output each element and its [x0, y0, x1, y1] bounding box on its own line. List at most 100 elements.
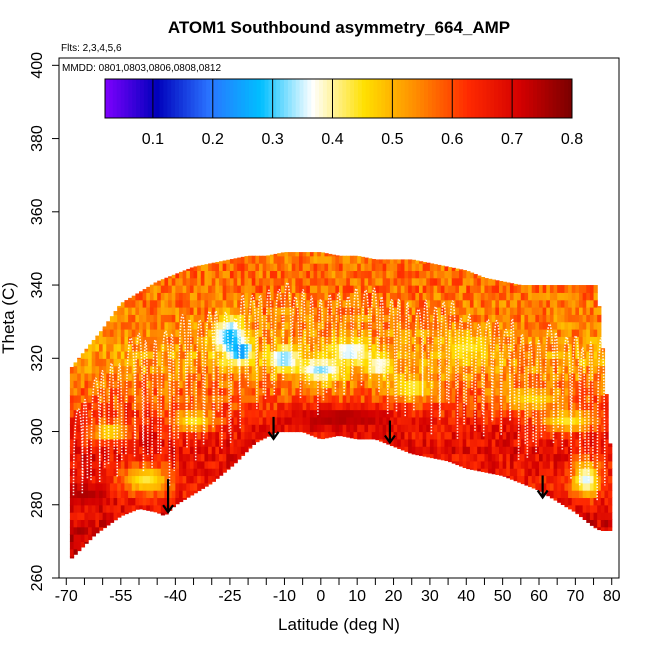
heatmap-cell: [575, 424, 580, 433]
heatmap-cell: [233, 343, 238, 352]
heatmap-cell: [495, 285, 500, 293]
heatmap-cell: [189, 285, 195, 293]
colorbar-segment: [178, 79, 184, 118]
heatmap-cell: [277, 328, 282, 337]
heatmap-cell: [77, 357, 82, 359]
heatmap-cell: [211, 270, 216, 279]
heatmap-cell: [102, 336, 107, 345]
heatmap-cell: [313, 372, 318, 381]
heatmap-cell: [139, 409, 144, 418]
heatmap-cell: [364, 307, 369, 315]
heatmap-cell: [491, 402, 496, 411]
heatmap-cell: [273, 365, 278, 374]
colorbar-tick-label: 0.1: [142, 131, 164, 148]
heatmap-cell: [480, 336, 486, 345]
heatmap-cell: [451, 438, 456, 447]
colorbar-segment: [155, 79, 160, 118]
heatmap-cell: [106, 475, 111, 484]
heatmap-cell: [255, 285, 260, 293]
heatmap-cell: [582, 438, 587, 447]
heatmap-cell: [429, 328, 435, 337]
x-tick-label: -25: [218, 588, 241, 605]
heatmap-cell: [539, 482, 544, 491]
heatmap-cell: [331, 431, 336, 437]
heatmap-cell: [426, 424, 431, 433]
heatmap-cell: [451, 285, 456, 293]
heatmap-cell: [422, 314, 427, 323]
colorbar-segment: [241, 79, 246, 118]
heatmap-cell: [149, 350, 155, 359]
heatmap-cell: [502, 307, 507, 315]
heatmap-cell: [204, 358, 209, 367]
heatmap-cell: [593, 490, 598, 499]
heatmap-cell: [426, 299, 431, 308]
heatmap-cell: [171, 372, 176, 381]
heatmap-cell: [415, 402, 420, 411]
heatmap-cell: [368, 336, 373, 345]
heatmap-cell: [579, 321, 584, 330]
heatmap-cell: [440, 314, 446, 323]
heatmap-cell: [175, 409, 180, 418]
heatmap-cell: [284, 365, 289, 374]
heatmap-cell: [411, 431, 416, 440]
heatmap-cell: [459, 285, 464, 293]
heatmap-cell: [549, 438, 555, 447]
heatmap-cell: [306, 270, 311, 279]
heatmap-cell: [273, 285, 278, 293]
heatmap-cell: [77, 402, 82, 411]
heatmap-cell: [379, 358, 384, 367]
heatmap-cell: [466, 343, 471, 352]
heatmap-cell: [269, 307, 275, 315]
heatmap-cell: [353, 387, 358, 396]
heatmap-cell: [571, 394, 576, 403]
heatmap-cell: [160, 299, 166, 308]
heatmap-cell: [455, 307, 460, 315]
heatmap-cell: [84, 497, 89, 506]
heatmap-cell: [368, 263, 373, 271]
heatmap-cell: [317, 416, 322, 425]
heatmap-cell: [477, 275, 482, 279]
heatmap-cell: [251, 285, 256, 293]
heatmap-cell: [120, 497, 126, 506]
heatmap-cell: [128, 297, 133, 301]
heatmap-cell: [237, 292, 242, 301]
heatmap-cell: [248, 358, 253, 367]
heatmap-cell: [473, 394, 478, 403]
heatmap-cell: [288, 365, 293, 374]
heatmap-cell: [389, 350, 395, 359]
heatmap-cell: [153, 321, 158, 330]
heatmap-cell: [349, 394, 355, 403]
heatmap-cell: [135, 307, 140, 315]
heatmap-cell: [109, 446, 115, 455]
heatmap-cell: [302, 365, 307, 374]
heatmap-cell: [95, 350, 100, 359]
heatmap-cell: [291, 314, 296, 323]
heatmap-cell: [535, 321, 540, 330]
heatmap-cell: [131, 431, 136, 440]
heatmap-cell: [280, 255, 286, 264]
heatmap-cell: [168, 365, 173, 374]
heatmap-cell: [306, 343, 311, 352]
heatmap-cell: [506, 292, 511, 301]
heatmap-cell: [200, 431, 206, 440]
heatmap-cell: [342, 255, 347, 264]
heatmap-cell: [368, 270, 373, 279]
heatmap-cell: [469, 277, 475, 286]
heatmap-cell: [397, 372, 402, 381]
heatmap-cell: [593, 497, 598, 506]
heatmap-cell: [422, 365, 427, 374]
heatmap-cell: [117, 402, 122, 411]
heatmap-cell: [153, 402, 158, 411]
heatmap-cell: [139, 372, 144, 381]
heatmap-cell: [128, 387, 133, 396]
heatmap-cell: [480, 358, 486, 367]
heatmap-cell: [291, 402, 296, 411]
heatmap-cell: [309, 292, 315, 301]
heatmap-cell: [237, 307, 242, 315]
heatmap-cell: [542, 358, 547, 367]
heatmap-cell: [459, 307, 464, 315]
heatmap-cell: [404, 314, 409, 323]
heatmap-cell: [364, 299, 369, 308]
heatmap-cell: [549, 482, 555, 491]
heatmap-cell: [266, 416, 271, 425]
